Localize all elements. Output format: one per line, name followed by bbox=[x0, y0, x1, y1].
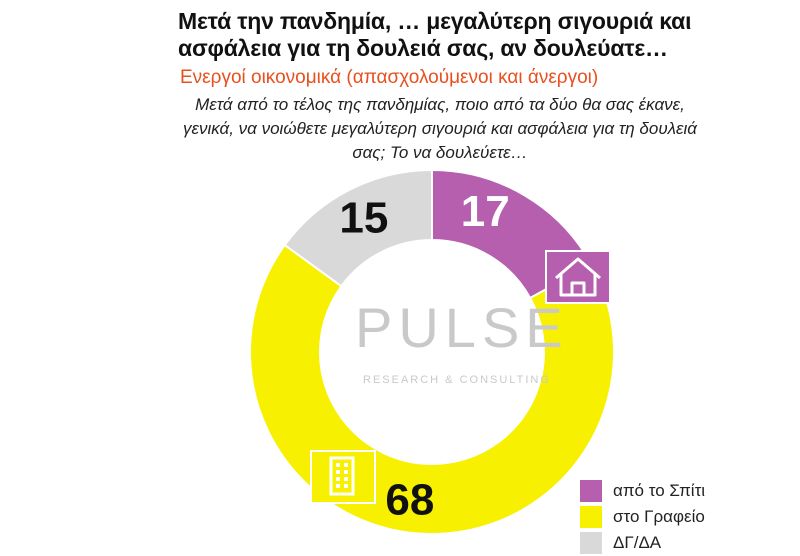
legend-swatch-office bbox=[580, 505, 602, 528]
survey-question: Μετά από το τέλος της πανδημίας, ποιο απ… bbox=[183, 95, 697, 162]
donut-slice-dk bbox=[283, 168, 433, 288]
house-icon bbox=[545, 250, 611, 304]
chart-subtitle: Ενεργοί οικονομικά (απασχολούμενοι και ά… bbox=[180, 67, 599, 88]
value-label-home: 17 bbox=[461, 187, 510, 236]
value-label-dk: 15 bbox=[339, 193, 388, 242]
legend-label-dk: ΔΓ/ΔΑ bbox=[613, 532, 662, 552]
legend-item-home: από το Σπίτι bbox=[580, 478, 705, 503]
chart-title: Μετά την πανδημία, … μεγαλύτερη σιγουριά… bbox=[178, 8, 692, 61]
legend-item-dk: ΔΓ/ΔΑ bbox=[580, 530, 705, 555]
chart-legend: από το Σπίτι στο Γραφείο ΔΓ/ΔΑ bbox=[580, 478, 705, 556]
value-label-office: 68 bbox=[385, 475, 434, 524]
office-building-icon bbox=[310, 450, 376, 504]
legend-swatch-dk bbox=[580, 531, 602, 554]
legend-label-office: στο Γραφείο bbox=[613, 506, 705, 526]
legend-label-home: από το Σπίτι bbox=[613, 480, 706, 500]
legend-swatch-home bbox=[580, 479, 602, 502]
legend-item-office: στο Γραφείο bbox=[580, 504, 705, 529]
